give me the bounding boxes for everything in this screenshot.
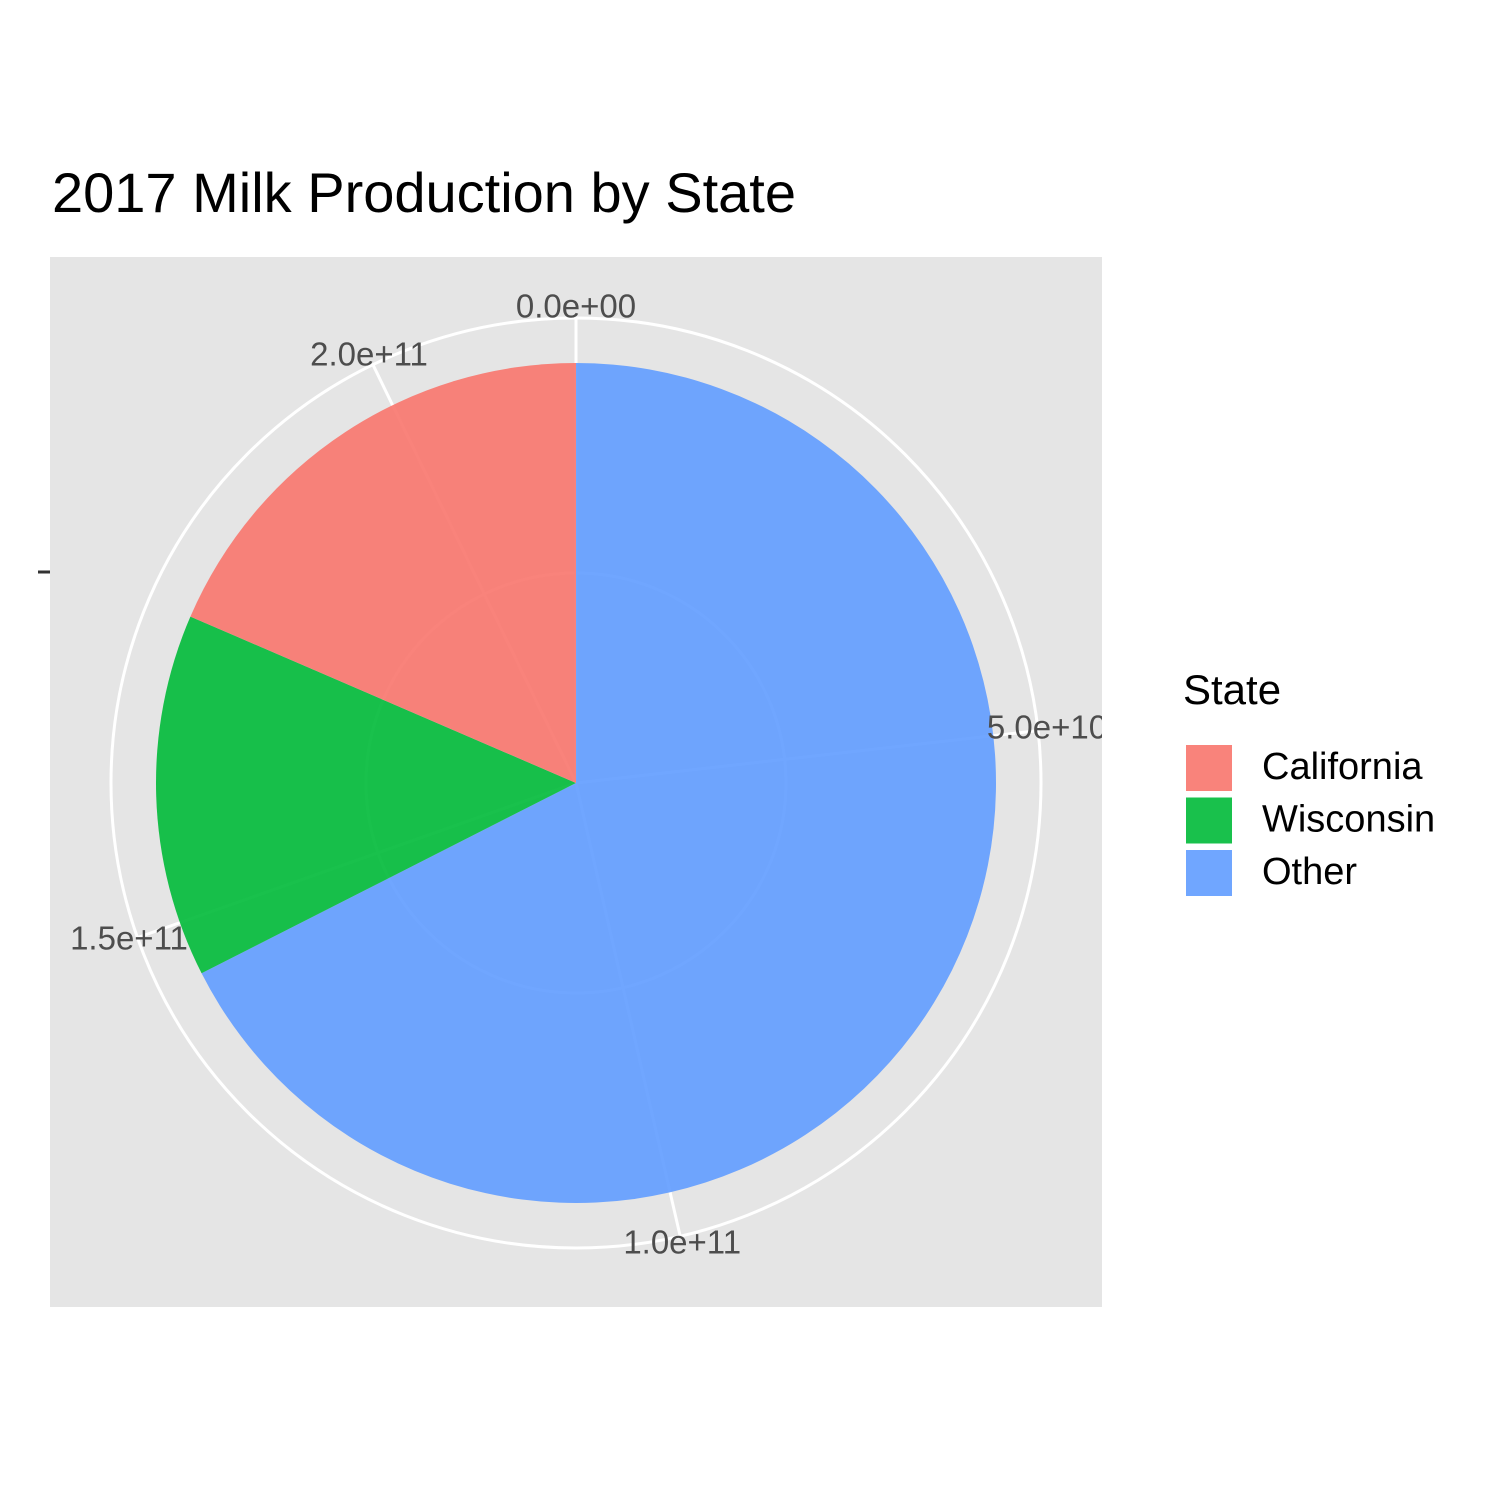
legend: California Wisconsin Other xyxy=(1186,745,1435,896)
legend-label: California xyxy=(1262,746,1423,788)
tick-label: 1.0e+11 xyxy=(623,1224,741,1261)
pie-slice xyxy=(156,616,576,974)
legend-title: State xyxy=(1183,666,1281,713)
legend-key xyxy=(1186,797,1232,844)
tick-label: 5.0e+10 xyxy=(987,708,1107,745)
tick-label: 1.5e+11 xyxy=(70,919,188,956)
tick-label: 0.0e+00 xyxy=(516,288,636,325)
pie-slice xyxy=(201,363,997,1203)
legend-label: Wisconsin xyxy=(1262,799,1435,841)
legend-key xyxy=(1186,850,1232,896)
legend-label: Other xyxy=(1262,851,1357,893)
chart-title: 2017 Milk Production by State xyxy=(52,161,796,224)
pie-slice xyxy=(190,363,576,783)
plot-area: 0.0e+00 5.0e+10 1.0e+11 1.5e+11 2.0e+11 xyxy=(70,288,1107,1261)
legend-key xyxy=(1186,745,1232,791)
tick-label: 2.0e+11 xyxy=(310,335,428,372)
